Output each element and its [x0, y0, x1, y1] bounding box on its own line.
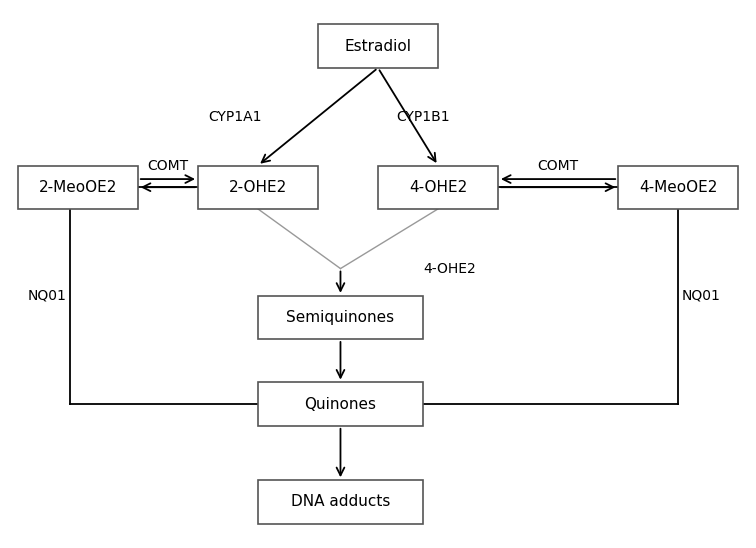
Text: CYP1B1: CYP1B1 — [396, 110, 450, 124]
FancyBboxPatch shape — [618, 165, 738, 209]
FancyBboxPatch shape — [198, 165, 318, 209]
FancyBboxPatch shape — [258, 383, 423, 426]
Text: COMT: COMT — [147, 158, 188, 173]
Text: 4-MeoOE2: 4-MeoOE2 — [639, 180, 717, 195]
FancyBboxPatch shape — [318, 25, 438, 68]
Text: Semiquinones: Semiquinones — [287, 310, 395, 325]
Text: Estradiol: Estradiol — [345, 39, 411, 54]
Text: CYP1A1: CYP1A1 — [209, 110, 262, 124]
Text: 2-OHE2: 2-OHE2 — [229, 180, 287, 195]
FancyBboxPatch shape — [258, 480, 423, 523]
Text: COMT: COMT — [538, 158, 578, 173]
Text: NQ01: NQ01 — [28, 289, 67, 302]
Text: DNA adducts: DNA adducts — [291, 494, 390, 509]
FancyBboxPatch shape — [258, 296, 423, 339]
FancyBboxPatch shape — [18, 165, 138, 209]
Text: 4-OHE2: 4-OHE2 — [409, 180, 467, 195]
Text: Quinones: Quinones — [305, 397, 376, 412]
Text: NQ01: NQ01 — [682, 289, 720, 302]
Text: 2-MeoOE2: 2-MeoOE2 — [39, 180, 117, 195]
Text: 4-OHE2: 4-OHE2 — [423, 261, 476, 276]
FancyBboxPatch shape — [378, 165, 498, 209]
